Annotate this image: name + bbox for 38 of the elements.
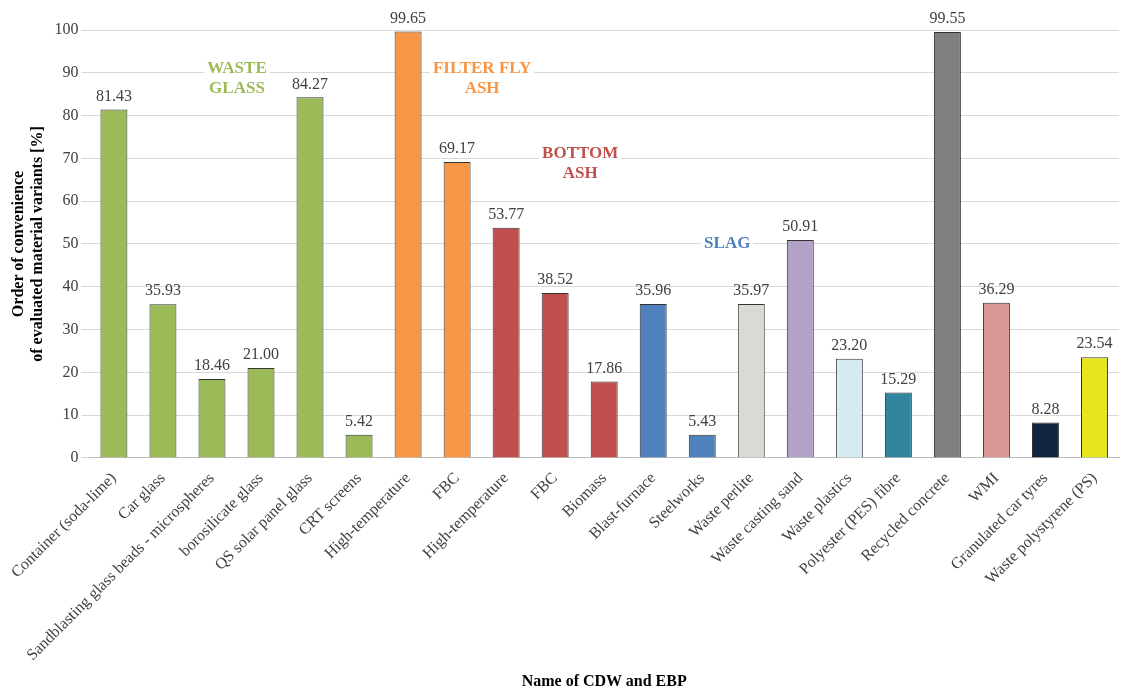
y-tick-label: 40: [62, 276, 79, 294]
data-label: 23.54: [1076, 334, 1113, 352]
data-label: 50.91: [782, 217, 819, 235]
y-tick-label: 80: [62, 105, 79, 123]
y-axis-title: Order of convenience of evaluated material variants [%]: [8, 126, 45, 362]
y-tick-label: 0: [70, 448, 79, 466]
data-label: 69.17: [439, 139, 476, 157]
data-label: 81.43: [95, 86, 132, 104]
data-label: 15.29: [880, 369, 917, 387]
data-label: 23.20: [831, 335, 868, 353]
data-label: 99.55: [929, 9, 966, 27]
y-tick-label: 10: [62, 405, 79, 423]
data-label: 8.28: [1031, 399, 1060, 417]
data-label: 35.93: [144, 281, 181, 299]
y-tick-label: 60: [62, 191, 79, 209]
x-axis-title: Name of CDW and EBP: [521, 671, 687, 689]
annotation: SLAG: [704, 233, 751, 253]
annotation: WASTE GLASS: [207, 57, 267, 97]
data-label: 38.52: [537, 270, 574, 288]
y-tick-label: 30: [62, 319, 79, 337]
data-label: 17.86: [586, 358, 623, 376]
data-label: 35.96: [635, 281, 672, 299]
data-label: 18.46: [193, 356, 230, 374]
y-tick-label: 100: [54, 20, 79, 38]
annotation: BOTTOM ASH: [542, 143, 619, 183]
data-label: 5.43: [688, 411, 717, 429]
y-tick-label: 70: [62, 148, 79, 166]
y-tick-label: 20: [62, 362, 79, 380]
data-label: 5.42: [345, 411, 374, 429]
data-label: 99.65: [390, 8, 427, 26]
data-label: 53.77: [488, 205, 525, 223]
data-label: 84.27: [292, 74, 329, 92]
y-tick-label: 50: [62, 234, 79, 252]
y-tick-label: 90: [62, 63, 79, 80]
data-label: 36.29: [978, 279, 1015, 297]
data-label: 35.97: [733, 281, 770, 299]
data-label: 21.00: [243, 345, 279, 363]
annotation: FILTER FLY ASH: [432, 57, 532, 97]
